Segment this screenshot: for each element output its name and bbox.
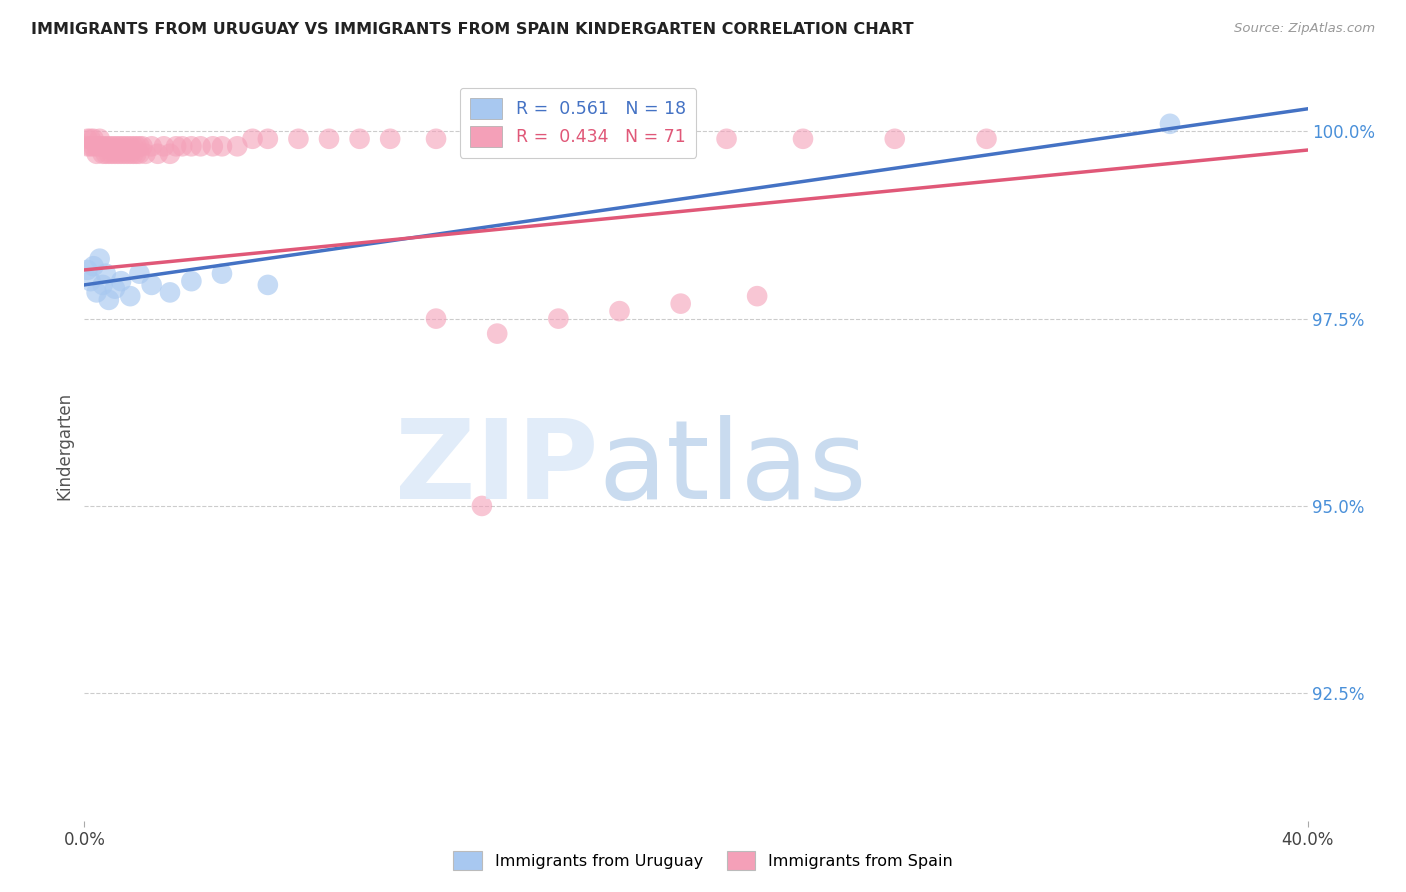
Point (792, 132, 814, 146)
Point (669, 296, 692, 310)
Point (380, 132, 402, 146)
Point (125, 139, 148, 153)
Point (83, 259, 105, 273)
Point (104, 139, 127, 153)
Point (107, 139, 129, 153)
Point (425, 311, 447, 326)
Point (101, 139, 124, 153)
Point (128, 139, 150, 153)
Point (141, 277, 163, 292)
Point (120, 139, 142, 153)
Point (609, 304, 631, 318)
Point (104, 146, 127, 161)
Point (83, 139, 105, 153)
Point (97, 146, 120, 161)
Point (86, 139, 108, 153)
Point (91, 146, 114, 161)
Point (747, 289, 769, 303)
Point (159, 285, 181, 300)
Point (101, 146, 124, 161)
Point (318, 132, 340, 146)
Point (172, 139, 194, 153)
Point (91, 277, 114, 292)
Point (79, 132, 101, 146)
Text: Source: ZipAtlas.com: Source: ZipAtlas.com (1234, 22, 1375, 36)
Point (76, 263, 98, 277)
Point (112, 146, 135, 161)
Point (94, 146, 117, 161)
Legend: Immigrants from Uruguay, Immigrants from Spain: Immigrants from Uruguay, Immigrants from… (447, 845, 959, 877)
Point (165, 139, 187, 153)
Point (190, 139, 212, 153)
Y-axis label: Kindergarten: Kindergarten (55, 392, 73, 500)
Point (91, 139, 114, 153)
Point (226, 139, 249, 153)
Point (112, 139, 135, 153)
Point (425, 132, 447, 146)
Point (593, 132, 616, 146)
Text: ZIP: ZIP (395, 415, 598, 522)
Point (110, 274, 132, 288)
Point (135, 146, 157, 161)
Point (110, 146, 132, 161)
Point (201, 139, 224, 153)
Point (471, 499, 494, 513)
Point (883, 132, 905, 146)
Point (122, 139, 145, 153)
Point (94, 139, 117, 153)
Point (180, 139, 202, 153)
Legend: R =  0.561   N = 18, R =  0.434   N = 71: R = 0.561 N = 18, R = 0.434 N = 71 (460, 87, 696, 158)
Point (146, 146, 169, 161)
Point (141, 139, 163, 153)
Point (83, 132, 105, 146)
Point (76, 139, 98, 153)
Point (115, 139, 138, 153)
Point (131, 139, 153, 153)
Point (86, 146, 108, 161)
Point (486, 326, 509, 341)
Point (97, 293, 120, 307)
Point (716, 132, 738, 146)
Point (159, 146, 181, 161)
Point (89, 132, 111, 146)
Point (120, 289, 142, 303)
Point (257, 277, 280, 292)
Point (1159, 117, 1181, 131)
Point (107, 146, 129, 161)
Point (349, 132, 371, 146)
Point (79, 274, 101, 288)
Point (471, 132, 494, 146)
Point (120, 146, 142, 161)
Point (211, 267, 233, 281)
Text: atlas: atlas (598, 415, 866, 522)
Point (115, 146, 138, 161)
Point (976, 132, 998, 146)
Point (531, 132, 554, 146)
Point (89, 252, 111, 266)
Point (257, 132, 280, 146)
Point (89, 139, 111, 153)
Point (242, 132, 264, 146)
Point (547, 311, 569, 326)
Point (79, 139, 101, 153)
Point (180, 274, 202, 288)
Point (211, 139, 233, 153)
Point (122, 146, 145, 161)
Point (128, 267, 150, 281)
Point (654, 132, 676, 146)
Point (125, 146, 148, 161)
Point (97, 139, 120, 153)
Point (153, 139, 176, 153)
Point (94, 267, 117, 281)
Point (110, 139, 132, 153)
Point (76, 132, 98, 146)
Point (287, 132, 309, 146)
Point (86, 285, 108, 300)
Point (104, 282, 127, 296)
Point (128, 146, 150, 161)
Text: IMMIGRANTS FROM URUGUAY VS IMMIGRANTS FROM SPAIN KINDERGARTEN CORRELATION CHART: IMMIGRANTS FROM URUGUAY VS IMMIGRANTS FR… (31, 22, 914, 37)
